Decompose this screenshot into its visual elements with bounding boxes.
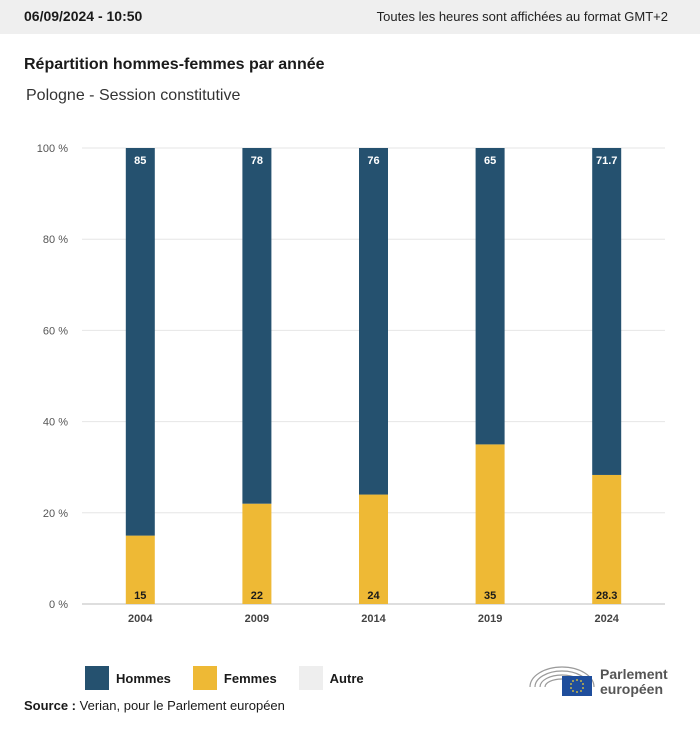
legend-swatch-femmes bbox=[192, 666, 217, 690]
source-note: Source : Verian, pour le Parlement europ… bbox=[24, 698, 285, 713]
legend-swatch-autre bbox=[298, 666, 323, 690]
legend-item-autre[interactable]: Autre bbox=[298, 666, 364, 690]
chart-title: Répartition hommes-femmes par année bbox=[24, 56, 325, 73]
top-bar: 06/09/2024 - 10:50 Toutes les heures son… bbox=[0, 0, 700, 34]
y-tick-label: 40 % bbox=[43, 417, 68, 429]
x-tick-label: 2014 bbox=[361, 613, 386, 625]
logo-line-2: européen bbox=[600, 681, 664, 697]
legend-label-hommes: Hommes bbox=[116, 670, 171, 686]
y-tick-label: 100 % bbox=[37, 143, 68, 155]
y-tick-label: 0 % bbox=[49, 599, 68, 611]
source-text: Verian, pour le Parlement européen bbox=[79, 698, 285, 713]
timezone-note: Toutes les heures sont affichées au form… bbox=[376, 9, 668, 24]
bar-femmes bbox=[242, 503, 272, 604]
data-label-femmes: 24 bbox=[367, 590, 380, 602]
chart-subtitle: Pologne - Session constitutive bbox=[26, 87, 241, 104]
bar-hommes bbox=[242, 148, 272, 504]
hemicycle-flag-icon bbox=[529, 666, 595, 696]
bar-femmes bbox=[592, 474, 622, 604]
bar-hommes bbox=[359, 148, 388, 495]
parlement-europeen-logo: Parlement européen bbox=[528, 659, 678, 699]
data-label-hommes: 76 bbox=[367, 155, 379, 167]
timestamp: 06/09/2024 - 10:50 bbox=[24, 8, 143, 24]
stacked-bar-chart: 0 % 20 % 40 % 60 % 80 % 100 % 15 85 2004 22 78 2009… bbox=[37, 143, 665, 625]
legend-item-hommes[interactable]: Hommes bbox=[85, 666, 171, 690]
legend-swatch-hommes bbox=[85, 666, 109, 690]
bar-hommes bbox=[475, 148, 505, 445]
data-label-femmes: 28.3 bbox=[596, 590, 617, 602]
data-label-hommes: 78 bbox=[251, 155, 263, 167]
data-label-femmes: 22 bbox=[251, 590, 263, 602]
chart-legend: Hommes Femmes Autre bbox=[85, 666, 386, 690]
bar-femmes bbox=[125, 535, 155, 604]
source-label: Source : bbox=[24, 698, 77, 713]
x-tick-label: 2019 bbox=[478, 613, 502, 625]
legend-label-autre: Autre bbox=[329, 670, 364, 686]
data-label-femmes: 15 bbox=[134, 590, 146, 602]
data-label-hommes: 65 bbox=[484, 155, 496, 167]
x-tick-label: 2024 bbox=[594, 613, 619, 625]
bar-femmes bbox=[359, 494, 388, 604]
y-tick-label: 60 % bbox=[43, 325, 68, 337]
data-label-hommes: 85 bbox=[134, 155, 146, 167]
logo-line-1: Parlement bbox=[600, 666, 668, 682]
data-label-femmes: 35 bbox=[484, 590, 496, 602]
legend-item-femmes[interactable]: Femmes bbox=[192, 666, 277, 690]
logo-text: Parlement européen bbox=[600, 667, 668, 697]
y-tick-label: 20 % bbox=[43, 508, 68, 520]
legend-label-femmes: Femmes bbox=[223, 670, 277, 686]
bar-femmes bbox=[475, 444, 505, 604]
x-tick-label: 2009 bbox=[245, 613, 269, 625]
bar-hommes bbox=[592, 148, 622, 475]
data-label-hommes: 71.7 bbox=[596, 155, 617, 167]
y-tick-label: 80 % bbox=[43, 234, 68, 246]
bar-hommes bbox=[125, 148, 155, 536]
x-tick-label: 2004 bbox=[128, 613, 153, 625]
